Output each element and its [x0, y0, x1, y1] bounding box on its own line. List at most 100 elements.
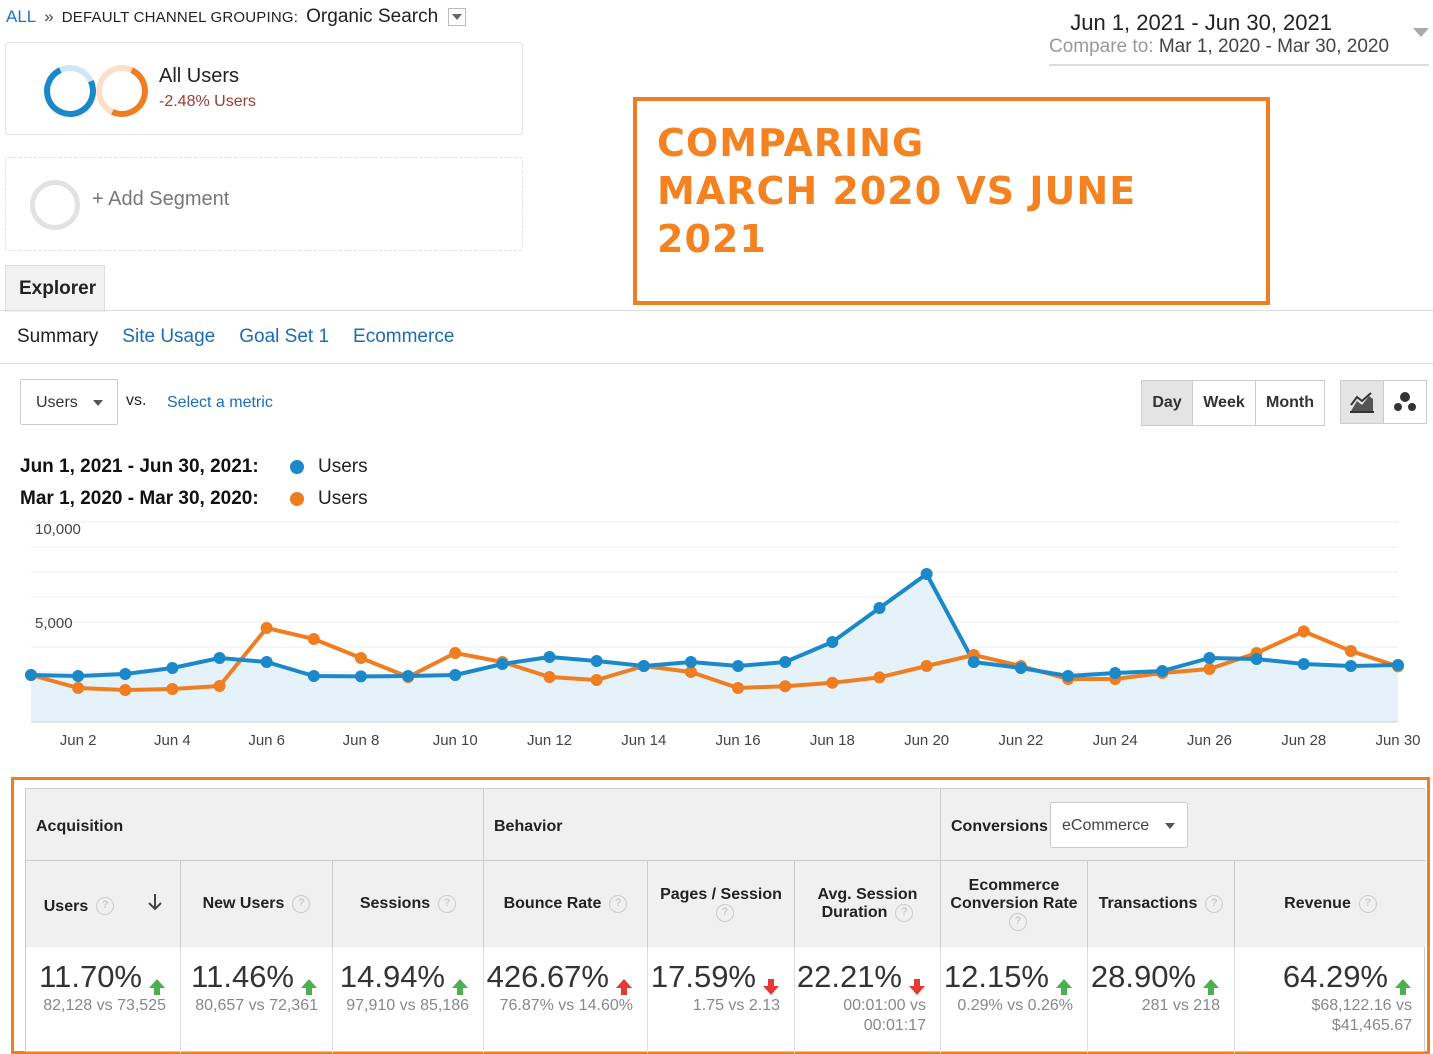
column-header-bounce-rate[interactable]: Bounce Rate? [484, 861, 648, 947]
x-axis-label: Jun 28 [1281, 732, 1326, 749]
breadcrumb: ALL » DEFAULT CHANNEL GROUPING: Organic … [6, 6, 467, 28]
help-icon[interactable]: ? [292, 894, 311, 913]
chevron-down-icon[interactable] [1413, 28, 1429, 37]
period-day-button[interactable]: Day [1141, 380, 1193, 426]
compare-label: Compare to: [1049, 36, 1154, 57]
help-icon[interactable]: ? [438, 894, 457, 913]
metric-cell-users: 11.70% 82,128 vs 73,525 [26, 947, 181, 1053]
metric-comparison-values: $68,122.16 vs [1311, 997, 1412, 1014]
data-point-2021 [354, 670, 367, 683]
line-chart-icon [1350, 392, 1374, 413]
line-chart-button[interactable] [1340, 380, 1384, 424]
subtab-site-usage[interactable]: Site Usage [122, 326, 216, 347]
help-icon[interactable]: ? [716, 903, 734, 922]
metric-change-value: 17.59% [650, 959, 756, 994]
column-header-pages-per-session[interactable]: Pages / Session? [648, 861, 795, 947]
metric-change-value: 22.21% [796, 959, 902, 994]
data-point-2021 [684, 656, 697, 668]
metric-change: 28.90% [1088, 959, 1220, 995]
column-header-label: Revenue [1284, 895, 1351, 913]
segment-all-users[interactable]: All Users -2.48% Users [5, 42, 523, 135]
column-header-content: Bounce Rate? [504, 894, 628, 913]
group-conversions-label: Conversions [951, 818, 1048, 835]
data-point-2020 [307, 633, 320, 645]
comparison-callout: COMPARING MARCH 2020 VS JUNE 2021 [633, 97, 1270, 305]
help-icon[interactable]: ? [1205, 894, 1224, 913]
grouping-dropdown-button[interactable] [448, 8, 467, 26]
data-point-2021 [543, 651, 556, 663]
period-month-button[interactable]: Month [1255, 380, 1325, 426]
legend-row: Jun 1, 2021 - Jun 30, 2021: Users [20, 451, 368, 483]
column-header-ecommerce-conversion-rate[interactable]: Ecommerce Conversion Rate? [941, 861, 1088, 947]
metric-select[interactable]: Users [20, 379, 118, 425]
column-header-label: Sessions [359, 895, 431, 913]
segment-ring-icon [88, 57, 156, 125]
data-point-2020 [119, 684, 132, 696]
metric-change-value: 64.29% [1282, 959, 1388, 994]
data-point-2020 [732, 682, 745, 694]
metric-comparison-values: 1.75 vs 2.13 [692, 997, 780, 1014]
help-icon[interactable]: ? [96, 897, 115, 916]
column-header-transactions[interactable]: Transactions? [1088, 861, 1235, 947]
data-point-2020 [213, 680, 226, 692]
bubble-chart-icon [1394, 392, 1416, 411]
legend-date-range: Mar 1, 2020 - Mar 30, 2020: [20, 488, 259, 509]
column-header-sessions[interactable]: Sessions? [333, 861, 484, 947]
date-range-main: Jun 1, 2021 - Jun 30, 2021 [1070, 10, 1332, 35]
date-range-picker[interactable]: Jun 1, 2021 - Jun 30, 2021 Compare to: M… [1049, 8, 1429, 66]
column-header-new-users[interactable]: New Users? [181, 861, 333, 947]
chevron-down-icon [93, 400, 103, 406]
data-point-2021 [920, 568, 933, 580]
breadcrumb-separator: » [44, 7, 54, 26]
data-point-2021 [1250, 653, 1263, 665]
compare-value: Mar 1, 2020 - Mar 30, 2020 [1158, 36, 1390, 57]
metric-comparison-values: 76.87% vs 14.60% [499, 997, 633, 1014]
metric-change: 14.94% [333, 959, 469, 995]
data-point-2021 [25, 669, 37, 681]
data-point-2021 [1014, 662, 1027, 674]
data-point-2020 [260, 622, 273, 634]
data-point-2020 [449, 647, 462, 659]
conversions-type-select[interactable]: eCommerce [1050, 802, 1188, 848]
metric-change-value: 12.15% [943, 959, 1049, 994]
metric-cell-new-users: 11.46% 80,657 vs 72,361 [181, 947, 333, 1053]
column-header-avg-session-duration[interactable]: Avg. Session Duration? [795, 861, 941, 947]
subtab-bar: Summary Site Usage Goal Set 1 Ecommerce [17, 326, 454, 348]
sort-descending-icon[interactable] [148, 893, 162, 915]
help-icon[interactable]: ? [609, 894, 628, 913]
data-point-2021 [732, 660, 745, 672]
tab-explorer[interactable]: Explorer [5, 265, 105, 312]
metrics-summary-highlight: Acquisition Behavior Conversions eCommer… [11, 777, 1430, 1054]
help-icon[interactable]: ? [1358, 894, 1377, 913]
help-icon[interactable]: ? [895, 903, 914, 922]
column-header-revenue[interactable]: Revenue? [1235, 861, 1426, 947]
chart-legend: Jun 1, 2021 - Jun 30, 2021: Users Mar 1,… [20, 451, 368, 515]
help-icon[interactable]: ? [1009, 912, 1027, 931]
subtab-ecommerce[interactable]: Ecommerce [353, 326, 455, 347]
chevron-down-icon [1165, 823, 1175, 829]
users-line-chart[interactable]: 10,000 5,000 Jun 2 Jun 4 Jun 6 Jun 8 Jun 10 Jun… [0, 515, 1433, 755]
column-header-label: Users [43, 897, 89, 915]
subtab-goal-set-1[interactable]: Goal Set 1 [239, 326, 330, 347]
x-axis-label: Jun 14 [621, 732, 666, 749]
metric-change: 11.70% [26, 959, 166, 995]
column-header-users[interactable]: Users? [26, 861, 181, 947]
x-axis-label: Jun 16 [716, 732, 761, 749]
column-header-content: Users? [44, 893, 162, 916]
select-metric-link[interactable]: Select a metric [167, 394, 273, 411]
motion-chart-button[interactable] [1383, 380, 1427, 424]
data-point-2021 [1344, 660, 1357, 672]
arrow-up-green-icon [1202, 968, 1220, 995]
data-point-2021 [826, 636, 839, 648]
breadcrumb-all-link[interactable]: ALL [6, 7, 37, 26]
column-header-content: Sessions? [359, 894, 457, 913]
divider [0, 310, 1433, 311]
data-point-2020 [166, 683, 179, 695]
data-point-2020 [72, 682, 85, 694]
subtab-summary[interactable]: Summary [17, 326, 99, 347]
data-point-2021 [967, 656, 980, 668]
period-week-button[interactable]: Week [1192, 380, 1256, 426]
add-segment-card[interactable]: + Add Segment [5, 157, 523, 251]
segment-ring-icon [36, 57, 104, 125]
callout-line: COMPARING [657, 121, 925, 165]
